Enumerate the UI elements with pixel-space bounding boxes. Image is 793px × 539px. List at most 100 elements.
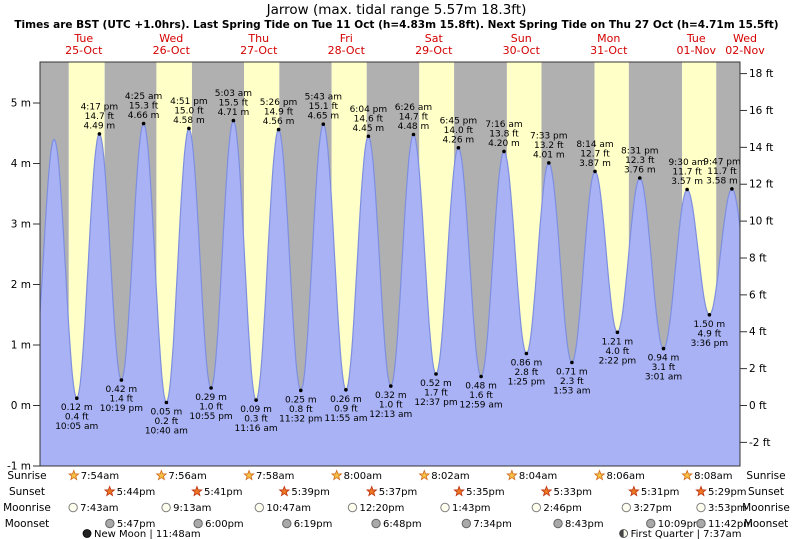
moonrise-circle-icon bbox=[347, 502, 358, 513]
day-weekday-label: Thu bbox=[247, 32, 269, 45]
day-date-label: 31-Oct bbox=[590, 44, 628, 57]
moonset-circle-icon bbox=[105, 518, 115, 529]
high-tide-dot bbox=[502, 149, 506, 154]
low-tide-dot bbox=[344, 388, 348, 392]
moonset-time: 6:48pm bbox=[383, 519, 422, 530]
moonrise-row-label-left: Moonrise bbox=[3, 502, 51, 514]
moonrise-circle-icon bbox=[621, 502, 632, 513]
moonset-time: 10:09pm bbox=[658, 519, 703, 530]
moonset-entry: 10:09pm bbox=[646, 518, 703, 530]
moon-phase-annotation: First Quarter | 7:37am bbox=[619, 529, 742, 539]
tide-height-m-label: 4.56 m bbox=[263, 117, 295, 127]
tide-time-label: 5:03 am bbox=[215, 89, 252, 99]
moon-phase-annotation: New Moon | 11:48am bbox=[82, 529, 201, 539]
tide-height-m-label: 4.71 m bbox=[218, 108, 250, 118]
sunset-star-icon bbox=[453, 485, 465, 497]
tide-height-ft-label: 12.3 ft bbox=[625, 156, 655, 166]
moonrise-circle-icon bbox=[531, 502, 542, 513]
tide-time-label: 7:16 am bbox=[485, 120, 522, 130]
high-tide-dot bbox=[593, 169, 597, 174]
moonset-entry: 5:47pm bbox=[105, 518, 155, 530]
tide-height-m-label: 0.48 m bbox=[465, 381, 497, 391]
sunset-time: 5:33pm bbox=[553, 487, 592, 498]
tide-time-label: 6:26 am bbox=[395, 103, 432, 113]
sunset-time: 5:37pm bbox=[379, 487, 418, 498]
moonset-circle-icon bbox=[553, 518, 563, 529]
high-tide-dot bbox=[411, 132, 416, 137]
tide-time-label: 10:55 pm bbox=[189, 412, 232, 422]
sunset-row-label-left: Sunset bbox=[9, 486, 45, 498]
moonrise-circle-icon bbox=[254, 502, 265, 513]
tide-height-m-label: 4.45 m bbox=[353, 124, 385, 134]
day-weekday-label: Fri bbox=[340, 32, 353, 45]
day-weekday-label: Tue bbox=[686, 32, 706, 45]
tide-time-label: 12:37 pm bbox=[414, 398, 457, 408]
moonrise-time: 3:53pm bbox=[708, 503, 747, 514]
tide-height-m-label: 0.12 m bbox=[61, 403, 93, 413]
moonset-time: 8:43pm bbox=[565, 519, 604, 530]
moonset-circle-icon bbox=[696, 518, 706, 529]
sunrise-entry: 8:02am bbox=[418, 469, 470, 482]
moonset-entry: 7:34pm bbox=[461, 518, 512, 530]
moonrise-time: 7:43am bbox=[80, 503, 118, 514]
tide-height-m-label: 0.09 m bbox=[240, 405, 272, 415]
sunset-entry: 5:33pm bbox=[540, 485, 592, 498]
tide-height-ft-label: 0.2 ft bbox=[155, 417, 179, 427]
tide-height-ft-label: 13.8 ft bbox=[489, 129, 519, 139]
tide-height-ft-label: 14.9 ft bbox=[264, 108, 294, 118]
first-quarter-icon-shade bbox=[619, 529, 624, 538]
sunset-time: 5:39pm bbox=[291, 487, 330, 498]
high-tide-dot bbox=[730, 187, 734, 191]
day-date-label: 26-Oct bbox=[153, 44, 191, 57]
tide-height-m-label: 3.57 m bbox=[671, 177, 703, 187]
moonset-circle-icon bbox=[371, 518, 381, 529]
moonset-row-label-right: Moonset bbox=[744, 518, 789, 530]
page-subtitle: Times are BST (UTC +1.0hrs). Last Spring… bbox=[14, 19, 779, 31]
tide-time-label: 1:53 am bbox=[553, 387, 590, 397]
high-tide-dot bbox=[187, 126, 191, 131]
day-date-label: 01-Nov bbox=[677, 44, 717, 57]
feet-axis-label: 6 ft bbox=[749, 289, 767, 301]
tide-height-m-label: 0.32 m bbox=[375, 391, 407, 401]
day-date-label: 30-Oct bbox=[503, 44, 541, 57]
low-tide-dot bbox=[661, 346, 666, 351]
moonset-circle-icon bbox=[193, 518, 203, 529]
moonset-circle-icon bbox=[282, 518, 292, 529]
tide-height-m-label: 4.48 m bbox=[398, 122, 430, 132]
tide-height-m-label: 0.94 m bbox=[648, 354, 680, 364]
moonset-circle-icon bbox=[646, 518, 656, 529]
sunrise-row-label-right: Sunrise bbox=[746, 470, 785, 482]
sunset-star-icon bbox=[628, 485, 640, 497]
tide-time-label: 10:19 pm bbox=[100, 404, 143, 414]
tide-time-label: 10:05 am bbox=[55, 422, 98, 432]
sunrise-entry: 7:54am bbox=[67, 469, 119, 482]
moonrise-entry: 2:46pm bbox=[531, 502, 582, 514]
day-weekday-label: Tue bbox=[73, 32, 93, 45]
sunrise-star-icon bbox=[155, 469, 168, 481]
high-tide-dot bbox=[141, 121, 146, 126]
tide-area bbox=[40, 120, 740, 466]
moonrise-entry: 3:27pm bbox=[621, 502, 672, 514]
moonset-entry: 6:00pm bbox=[193, 518, 244, 530]
sunset-entry: 5:35pm bbox=[453, 485, 505, 498]
sunrise-time: 8:06am bbox=[607, 471, 645, 482]
tide-time-label: 4:25 am bbox=[125, 92, 162, 102]
sunrise-entry: 7:58am bbox=[243, 469, 294, 482]
tide-time-label: 2:22 pm bbox=[599, 356, 637, 366]
high-tide-dot bbox=[547, 161, 551, 165]
